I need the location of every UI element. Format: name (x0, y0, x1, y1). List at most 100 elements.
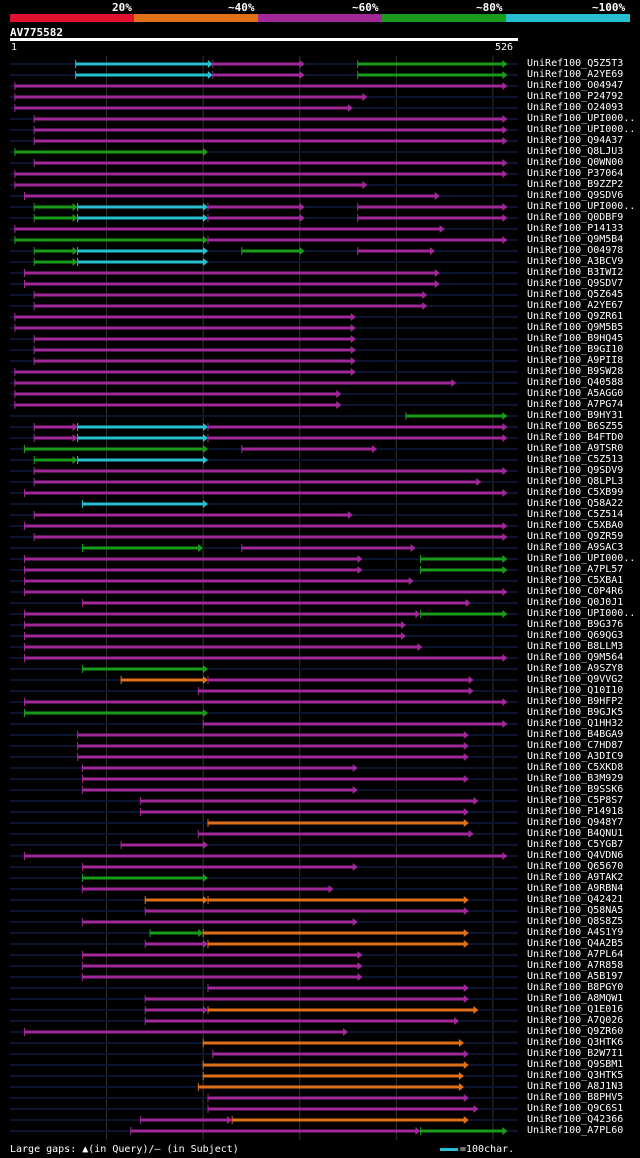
hit-segment[interactable] (14, 183, 364, 187)
hit-segment[interactable] (34, 205, 74, 209)
hit-segment[interactable] (121, 678, 204, 682)
hit-segment[interactable] (212, 73, 301, 77)
hit-segment[interactable] (203, 931, 465, 935)
hit-segment[interactable] (130, 1129, 417, 1133)
hit-segment[interactable] (14, 315, 352, 319)
hit-segment[interactable] (140, 799, 475, 803)
hit-segment[interactable] (34, 458, 74, 462)
hit-segment[interactable] (14, 326, 352, 330)
hit-label[interactable]: UniRef100_A9TSR0 (527, 443, 624, 454)
hit-label[interactable]: UniRef100_B6SZ55 (527, 421, 624, 432)
hit-label[interactable]: UniRef100_Q40588 (527, 377, 624, 388)
hit-segment[interactable] (198, 832, 470, 836)
hit-segment[interactable] (77, 249, 204, 253)
hit-segment[interactable] (34, 348, 352, 352)
hit-label[interactable]: UniRef100_A8MQW1 (527, 993, 624, 1004)
hit-segment[interactable] (203, 722, 504, 726)
hit-segment[interactable] (145, 909, 465, 913)
hit-segment[interactable] (82, 777, 465, 781)
hit-label[interactable]: UniRef100_A7PL57 (527, 564, 624, 575)
hit-label[interactable]: UniRef100_A9TAK2 (527, 872, 624, 883)
hit-segment[interactable] (14, 403, 338, 407)
hit-segment[interactable] (34, 216, 74, 220)
hit-label[interactable]: UniRef100_A3DIC9 (527, 751, 624, 762)
hit-label[interactable]: UniRef100_Q9M5B5 (527, 322, 624, 333)
hit-label[interactable]: UniRef100_C5XKD8 (527, 762, 624, 773)
hit-segment[interactable] (357, 73, 504, 77)
hit-segment[interactable] (24, 711, 204, 715)
hit-segment[interactable] (77, 436, 204, 440)
hit-label[interactable]: UniRef100_Q1HH32 (527, 718, 624, 729)
hit-segment[interactable] (34, 293, 424, 297)
hit-segment[interactable] (77, 425, 204, 429)
hit-label[interactable]: UniRef100_A5B197 (527, 971, 624, 982)
hit-label[interactable]: UniRef100_C5XBA0 (527, 520, 624, 531)
hit-label[interactable]: UniRef100_UPI000.. (527, 113, 636, 124)
hit-label[interactable]: UniRef100_Q8LPL3 (527, 476, 624, 487)
hit-segment[interactable] (207, 216, 301, 220)
hit-label[interactable]: UniRef100_Q4VDN6 (527, 850, 624, 861)
hit-segment[interactable] (14, 150, 204, 154)
hit-label[interactable]: UniRef100_P37064 (527, 168, 624, 179)
hit-segment[interactable] (24, 194, 436, 198)
hit-label[interactable]: UniRef100_Q9M5B4 (527, 234, 624, 245)
hit-label[interactable]: UniRef100_B9SSK6 (527, 784, 624, 795)
hit-label[interactable]: UniRef100_C5Z513 (527, 454, 624, 465)
hit-label[interactable]: UniRef100_Q4A2B5 (527, 938, 624, 949)
hit-label[interactable]: UniRef100_P24792 (527, 91, 624, 102)
hit-segment[interactable] (357, 205, 504, 209)
hit-label[interactable]: UniRef100_B4BGA9 (527, 729, 624, 740)
hit-segment[interactable] (140, 1118, 229, 1122)
hit-label[interactable]: UniRef100_Q69QG3 (527, 630, 624, 641)
hit-label[interactable]: UniRef100_C7HD87 (527, 740, 624, 751)
hit-segment[interactable] (34, 304, 424, 308)
hit-segment[interactable] (34, 436, 74, 440)
hit-segment[interactable] (77, 744, 465, 748)
hit-segment[interactable] (82, 601, 467, 605)
hit-label[interactable]: UniRef100_UPI000.. (527, 608, 636, 619)
hit-segment[interactable] (420, 612, 504, 616)
hit-segment[interactable] (241, 447, 373, 451)
hit-segment[interactable] (14, 370, 352, 374)
hit-label[interactable]: UniRef100_B8LLM3 (527, 641, 624, 652)
hit-segment[interactable] (420, 568, 504, 572)
hit-segment[interactable] (24, 623, 402, 627)
hit-segment[interactable] (77, 755, 465, 759)
hit-segment[interactable] (207, 238, 504, 242)
hit-segment[interactable] (34, 249, 74, 253)
hit-segment[interactable] (77, 458, 204, 462)
hit-label[interactable]: UniRef100_A2YE67 (527, 300, 624, 311)
hit-segment[interactable] (14, 172, 504, 176)
hit-segment[interactable] (198, 689, 470, 693)
hit-segment[interactable] (75, 62, 209, 66)
hit-segment[interactable] (14, 381, 453, 385)
hit-segment[interactable] (207, 942, 465, 946)
hit-label[interactable]: UniRef100_B9SW28 (527, 366, 624, 377)
hit-label[interactable]: UniRef100_A7R858 (527, 960, 624, 971)
hit-segment[interactable] (34, 337, 352, 341)
hit-label[interactable]: UniRef100_B9G376 (527, 619, 624, 630)
hit-label[interactable]: UniRef100_O24093 (527, 102, 624, 113)
hit-segment[interactable] (203, 1063, 465, 1067)
hit-segment[interactable] (207, 1107, 475, 1111)
hit-label[interactable]: UniRef100_Q0J0J1 (527, 597, 624, 608)
hit-segment[interactable] (14, 227, 441, 231)
hit-label[interactable]: UniRef100_B9GJK5 (527, 707, 624, 718)
hit-label[interactable]: UniRef100_B9GI10 (527, 344, 624, 355)
hit-label[interactable]: UniRef100_Q3HTK5 (527, 1070, 624, 1081)
hit-label[interactable]: UniRef100_Q8S8Z5 (527, 916, 624, 927)
hit-segment[interactable] (14, 95, 364, 99)
hit-label[interactable]: UniRef100_A9SAC3 (527, 542, 624, 553)
hit-segment[interactable] (420, 557, 504, 561)
hit-label[interactable]: UniRef100_Q0WN00 (527, 157, 624, 168)
hit-segment[interactable] (357, 216, 504, 220)
hit-segment[interactable] (207, 821, 465, 825)
hit-label[interactable]: UniRef100_Q9VVG2 (527, 674, 624, 685)
hit-segment[interactable] (77, 205, 204, 209)
hit-label[interactable]: UniRef100_O04978 (527, 245, 624, 256)
hit-label[interactable]: UniRef100_Q1E016 (527, 1004, 624, 1015)
hit-segment[interactable] (241, 546, 412, 550)
hit-label[interactable]: UniRef100_Q9SDV9 (527, 465, 624, 476)
hit-label[interactable]: UniRef100_C5Z514 (527, 509, 624, 520)
hit-segment[interactable] (207, 986, 465, 990)
